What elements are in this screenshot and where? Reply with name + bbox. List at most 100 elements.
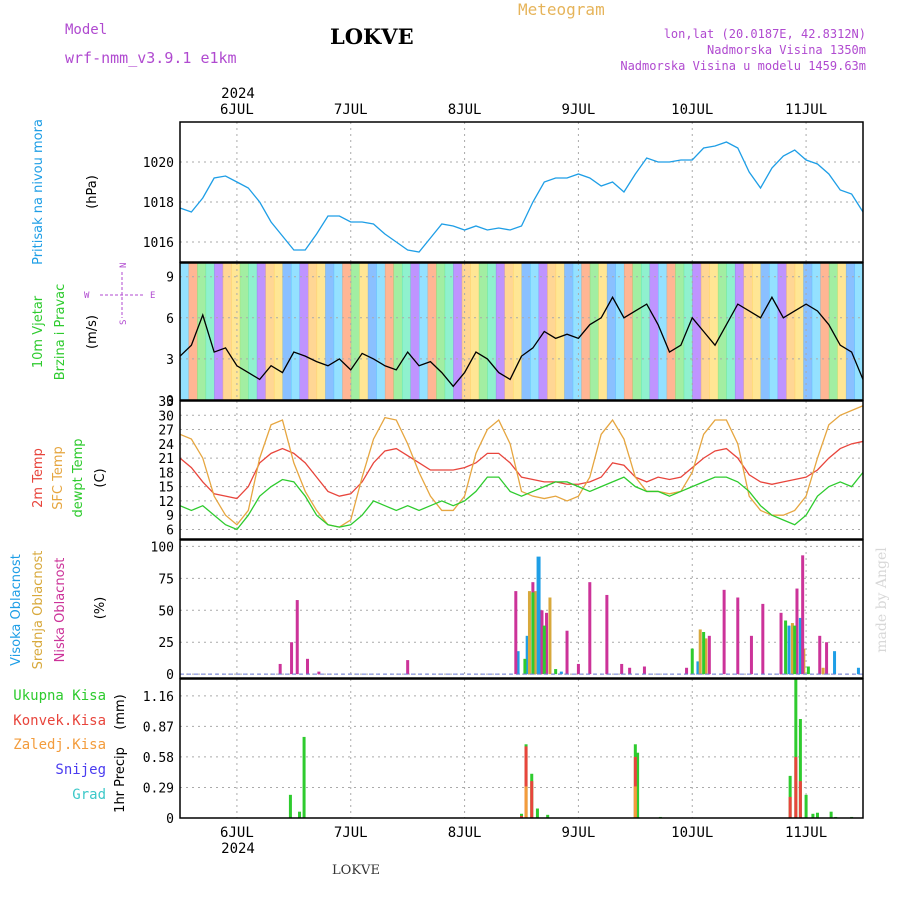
wind-barb-band xyxy=(564,263,574,400)
credit-label: made by Angel xyxy=(874,547,890,653)
wind-barb-band xyxy=(641,263,651,400)
bar xyxy=(554,669,558,675)
wind-barb-band xyxy=(470,263,480,400)
year-top: 2024 xyxy=(221,86,255,102)
series-line xyxy=(179,295,864,388)
lonlat-label: lon,lat (20.0187E, 42.8312N) xyxy=(664,27,866,41)
wind-barb-band xyxy=(197,263,207,400)
model-altitude-label: Nadmorska Visina u modelu 1459.63m xyxy=(620,59,866,73)
x-axis-top-ticks: 6JUL 7JUL 8JUL 9JUL 10JUL 11JUL xyxy=(220,102,827,118)
y-tick-label: 1.16 xyxy=(143,690,174,705)
wind-barb-band xyxy=(436,263,446,400)
bar xyxy=(784,620,788,675)
x-tick-label-top: 6JUL xyxy=(220,102,254,118)
wind-barb-band xyxy=(461,263,471,400)
compass-w: W xyxy=(84,291,90,301)
bar xyxy=(642,666,646,675)
bar xyxy=(833,651,837,675)
wind-barb-band xyxy=(606,263,616,400)
wind-barb-band xyxy=(683,263,693,400)
x-axis-bottom-ticks: 6JUL 7JUL 8JUL 9JUL 10JUL 11JUL xyxy=(220,825,827,841)
wind-panel: 0 3 6 9 xyxy=(166,262,864,409)
wind-barb-band xyxy=(350,263,360,400)
model-name: wrf-nmm_v3.9.1 e1km xyxy=(65,49,237,67)
pressure-ylabel: Pritisak na nivou mora xyxy=(31,119,46,265)
wind-barb-band xyxy=(837,263,847,400)
bar xyxy=(295,600,299,675)
bar xyxy=(548,597,552,675)
y-tick-label: 27 xyxy=(158,424,174,439)
wind-barb-band xyxy=(487,263,497,400)
wind-barb-band xyxy=(820,263,830,400)
bar xyxy=(794,756,798,818)
wind-barb-band xyxy=(777,263,787,400)
wind-barb-band xyxy=(256,263,266,400)
bar xyxy=(696,661,700,675)
wind-barb-band xyxy=(273,263,283,400)
bar xyxy=(795,588,799,675)
wind-barb-band xyxy=(427,263,437,400)
cloud-ylabel2: Srednja Oblacnost xyxy=(31,551,46,670)
x-tick-label-top: 9JUL xyxy=(562,102,596,118)
wind-barb-band xyxy=(615,263,625,400)
wind-barb-band xyxy=(658,263,668,400)
wind-barb-band xyxy=(444,263,454,400)
y-tick-label: 25 xyxy=(158,636,174,651)
wind-barb-band xyxy=(743,263,753,400)
bar xyxy=(588,582,592,675)
y-tick-label: 0 xyxy=(166,668,174,683)
y-tick-label: 9 xyxy=(166,271,174,286)
bar xyxy=(520,815,523,818)
y-tick-label: 15 xyxy=(158,481,174,496)
bar xyxy=(818,635,822,675)
y-tick-label: 100 xyxy=(151,540,174,555)
footer-station: LOKVE xyxy=(332,863,380,878)
x-tick-label-top: 11JUL xyxy=(785,102,827,118)
wind-barb-band xyxy=(845,263,855,400)
wind-barb-band xyxy=(376,263,386,400)
bar xyxy=(620,663,624,675)
bar xyxy=(542,625,546,675)
y-tick-label: 1018 xyxy=(143,196,174,211)
wind-barb-band xyxy=(239,263,249,400)
bar xyxy=(545,612,549,675)
legend-grad: Grad xyxy=(72,787,106,803)
bar xyxy=(565,630,569,675)
wind-barb-band xyxy=(675,263,685,400)
wind-barb-band xyxy=(222,263,232,400)
bar xyxy=(302,736,306,818)
wind-barb-band xyxy=(282,263,292,400)
bar xyxy=(798,719,802,818)
cloud-ylabel: Visoka Oblacnost xyxy=(9,554,24,666)
bar xyxy=(793,625,797,675)
bar xyxy=(317,671,321,675)
x-tick-label-bottom: 11JUL xyxy=(785,825,827,841)
series-line xyxy=(179,405,864,528)
panel-frame xyxy=(179,539,864,679)
bar xyxy=(523,658,527,675)
series-line xyxy=(179,141,864,253)
wind-barb-band xyxy=(299,263,309,400)
bar xyxy=(856,667,860,675)
x-tick-label-bottom: 6JUL xyxy=(220,825,254,841)
y-tick-label: 0 xyxy=(166,394,174,409)
wind-barb-band xyxy=(512,263,522,400)
wind-barb-band xyxy=(598,263,608,400)
wind-barb-band xyxy=(572,263,582,400)
wind-barb-band xyxy=(214,263,224,400)
y-tick-label: 21 xyxy=(158,452,174,467)
bar xyxy=(806,666,810,675)
bar xyxy=(546,814,550,818)
compass-n: N xyxy=(119,263,129,268)
bar xyxy=(288,794,292,818)
wind-barb-band xyxy=(786,263,796,400)
wind-barb-band xyxy=(401,263,412,400)
temp-ylabel: 2m Temp xyxy=(31,448,46,508)
bar xyxy=(788,796,792,818)
bar xyxy=(794,679,798,818)
bar xyxy=(298,811,302,818)
wind-barb-band xyxy=(692,263,702,400)
bar xyxy=(690,648,694,675)
wind-barb-band xyxy=(453,263,463,400)
